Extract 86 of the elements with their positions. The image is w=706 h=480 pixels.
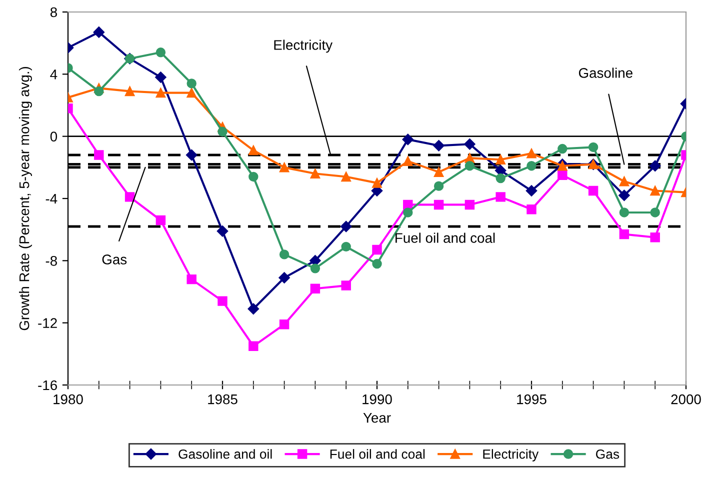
point — [464, 161, 475, 171]
point — [310, 264, 320, 274]
point — [248, 341, 258, 352]
point — [372, 178, 382, 188]
x-axis-title: Year — [363, 413, 391, 423]
x-tick-label: 2000 — [671, 394, 701, 404]
point — [94, 150, 104, 160]
x-tick-label: 1995 — [517, 394, 546, 404]
point — [403, 208, 413, 218]
y-tick-label: -8 — [46, 256, 57, 266]
point — [155, 72, 166, 83]
point — [619, 208, 630, 218]
x-tick-label: 1990 — [362, 394, 392, 404]
point — [588, 142, 598, 152]
point — [186, 88, 196, 98]
point — [156, 215, 166, 226]
point — [558, 170, 568, 180]
point — [649, 160, 661, 172]
point — [650, 208, 660, 218]
point — [558, 161, 568, 171]
point — [279, 250, 290, 260]
point — [341, 172, 351, 182]
point — [526, 185, 538, 196]
x-tick-label: 1985 — [208, 394, 238, 404]
point — [94, 86, 104, 96]
point — [248, 145, 258, 156]
ref-line-label: Electricity — [274, 40, 333, 53]
y-tick-label: -12 — [38, 318, 57, 328]
point — [93, 26, 105, 38]
point — [279, 162, 290, 172]
legend-label: Fuel oil and coal — [330, 449, 425, 459]
point — [156, 48, 166, 58]
y-tick-label: 4 — [50, 70, 58, 80]
point — [464, 138, 476, 150]
point — [526, 148, 536, 158]
ref-line-label: Fuel oil and coal — [396, 232, 495, 243]
point — [403, 156, 413, 166]
point — [526, 161, 536, 171]
y-tick-label: 8 — [50, 7, 57, 18]
point — [341, 280, 351, 290]
point — [402, 134, 414, 146]
point — [278, 272, 290, 284]
point — [434, 200, 444, 210]
point — [310, 168, 320, 178]
point — [124, 86, 135, 96]
point — [650, 186, 660, 196]
y-tick-label: -16 — [38, 380, 57, 390]
point — [496, 154, 506, 165]
legend-label: Electricity — [483, 449, 539, 462]
point — [218, 126, 228, 137]
point — [156, 88, 166, 98]
point — [124, 192, 135, 202]
point — [619, 229, 630, 240]
point — [434, 181, 444, 191]
point — [279, 320, 290, 330]
point — [464, 200, 475, 210]
legend-label: Gas — [596, 449, 620, 459]
point — [618, 190, 630, 201]
point — [216, 226, 228, 237]
legend-label: Gasoline and oil — [178, 449, 272, 459]
point — [340, 220, 352, 232]
y-tick-label: -4 — [46, 194, 58, 204]
ref-line-label: Gasoline — [578, 68, 632, 78]
point — [372, 258, 382, 269]
point — [186, 274, 196, 284]
point — [186, 149, 198, 161]
ref-line-label: Gas — [102, 254, 127, 264]
point — [372, 244, 382, 255]
point — [434, 167, 444, 177]
point — [588, 186, 598, 196]
point — [341, 242, 351, 252]
point — [248, 303, 260, 314]
y-axis-title: Growth Rate (Percent, 5-year moving avg.) — [19, 66, 32, 330]
point — [433, 140, 444, 152]
y-tick-label: 0 — [50, 132, 58, 142]
point — [496, 192, 506, 202]
x-tick-label: 1980 — [54, 394, 83, 404]
point — [310, 284, 320, 294]
point — [619, 176, 630, 186]
point — [248, 172, 258, 182]
point — [526, 204, 536, 214]
point — [218, 296, 228, 306]
point — [186, 78, 196, 88]
point — [496, 173, 506, 184]
point — [650, 232, 660, 242]
point — [558, 144, 568, 154]
